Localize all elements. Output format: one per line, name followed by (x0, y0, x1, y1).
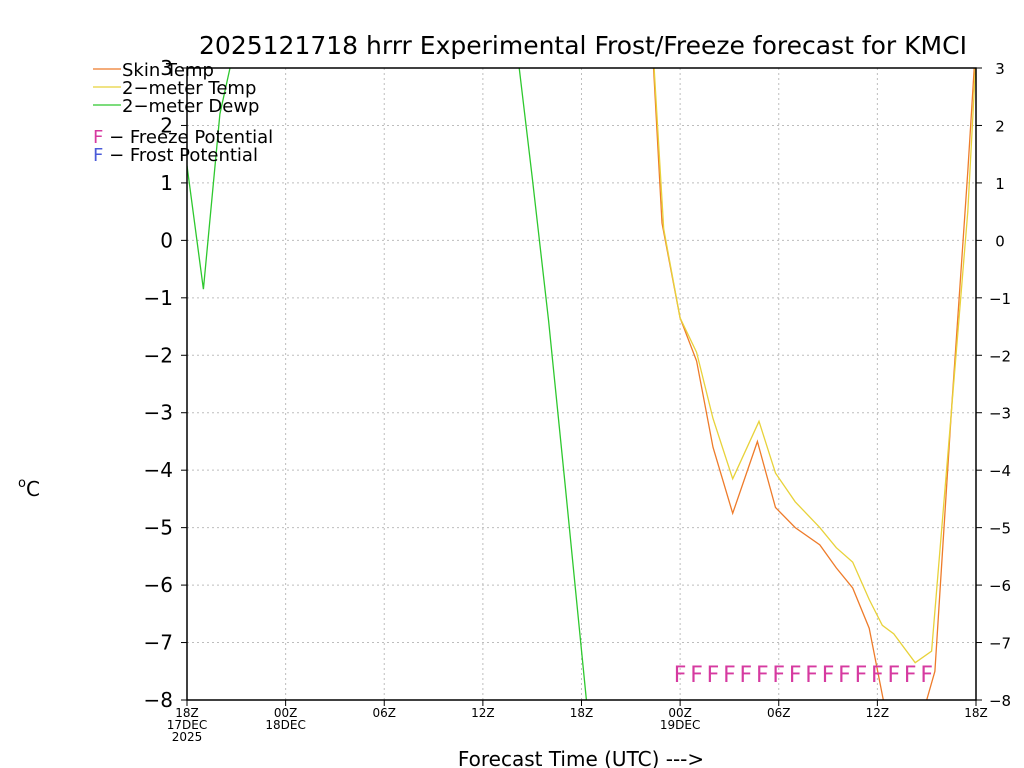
legend-entry-label: Skin Temp (122, 60, 214, 81)
freeze-potential-marker: F (690, 663, 703, 688)
legend-note-mark: F (93, 127, 103, 148)
freeze-potential-marker: F (674, 663, 687, 688)
x-tick-label: 18Z (570, 706, 594, 720)
y-tick-label: 2 (160, 113, 173, 137)
freeze-potential-marker: F (822, 663, 835, 688)
y-axis-label-unit: C (26, 477, 40, 501)
y-tick-label: −5 (144, 516, 173, 540)
freeze-potential-marker: F (772, 663, 785, 688)
x-tick-label: 06Z (767, 706, 791, 720)
y-tick-label-right: −3 (989, 405, 1011, 423)
y-axis-label: oC (18, 476, 40, 501)
freeze-potential-marker: F (920, 663, 933, 688)
y-tick-label-right: −2 (989, 347, 1011, 365)
freeze-potential-marker: F (723, 663, 736, 688)
freeze-potential-marker: F (855, 663, 868, 688)
y-tick-label-right: 2 (995, 117, 1005, 135)
y-tick-label-right: −7 (989, 635, 1011, 653)
series-layer (187, 68, 976, 700)
x-tick-label: 18Z (175, 706, 199, 720)
series-line-skin-temp (652, 68, 975, 700)
x-tick-label: 2025 (172, 730, 203, 744)
legend-entry-label: 2−meter Temp (122, 78, 256, 99)
y-tick-label-right: 1 (995, 175, 1005, 193)
legend-note-text: − Frost Potential (103, 145, 258, 166)
freeze-potential-marker: F (789, 663, 802, 688)
series-line-2-meter-temp (653, 68, 976, 664)
y-tick-label-right: −8 (989, 692, 1011, 710)
y-tick-label-right: −5 (989, 520, 1011, 538)
legend-entry-label: 2−meter Dewp (122, 96, 259, 117)
y-tick-label: −4 (144, 458, 173, 482)
y-tick-label-right: 3 (995, 60, 1005, 78)
y-tick-label: 3 (160, 56, 173, 80)
freeze-potential-marker: F (871, 663, 884, 688)
x-tick-label: 06Z (373, 706, 397, 720)
y-tick-label-right: 0 (995, 232, 1005, 250)
grid-lines (187, 68, 976, 700)
y-tick-label: −6 (144, 573, 173, 597)
x-tick-label: 00Z (274, 706, 298, 720)
x-tick-label: 18DEC (265, 718, 305, 732)
y-tick-label: −7 (144, 631, 173, 655)
x-tick-label: 12Z (471, 706, 495, 720)
freeze-potential-marker: F (805, 663, 818, 688)
freeze-potential-marker: F (838, 663, 851, 688)
legend-note: F − Frost Potential (93, 145, 258, 166)
y-tick-label-right: −1 (989, 290, 1011, 308)
y-tick-label: 1 (160, 171, 173, 195)
x-tick-label: 00Z (668, 706, 692, 720)
y-tick-label: 0 (160, 228, 173, 252)
chart-title: 2025121718 hrrr Experimental Frost/Freez… (199, 31, 967, 60)
y-tick-label-right: −4 (989, 462, 1011, 480)
y-axis-label-degree: o (18, 476, 26, 491)
legend-note-mark: F (93, 145, 103, 166)
freeze-potential-marker: F (887, 663, 900, 688)
legend-note-text: − Freeze Potential (103, 127, 273, 148)
y-tick-label: −3 (144, 401, 173, 425)
y-tick-label: −1 (144, 286, 173, 310)
x-tick-label: 17DEC (167, 718, 207, 732)
freeze-potential-marker: F (707, 663, 720, 688)
x-tick-label: 18Z (964, 706, 988, 720)
y-tick-label-right: −6 (989, 577, 1011, 595)
y-axis-left-ticks: −8 −7 −6 −5 −4 −3 −2 −1 0 1 2 3 (144, 56, 187, 712)
x-tick-label: 19DEC (660, 718, 700, 732)
freeze-potential-marker: F (904, 663, 917, 688)
x-axis-label: Forecast Time (UTC) ---> (458, 747, 704, 768)
series-line-2-meter-dewp (187, 68, 588, 700)
x-tick-label: 12Z (866, 706, 890, 720)
freeze-potential-marker: F (740, 663, 753, 688)
y-tick-label: −2 (144, 343, 173, 367)
legend-note: F − Freeze Potential (93, 127, 273, 148)
y-axis-right-ticks: −8 −7 −6 −5 −4 −3 −2 −1 0 1 2 3 (976, 60, 1011, 710)
y-tick-label: −8 (144, 688, 173, 712)
freeze-potential-marker: F (756, 663, 769, 688)
